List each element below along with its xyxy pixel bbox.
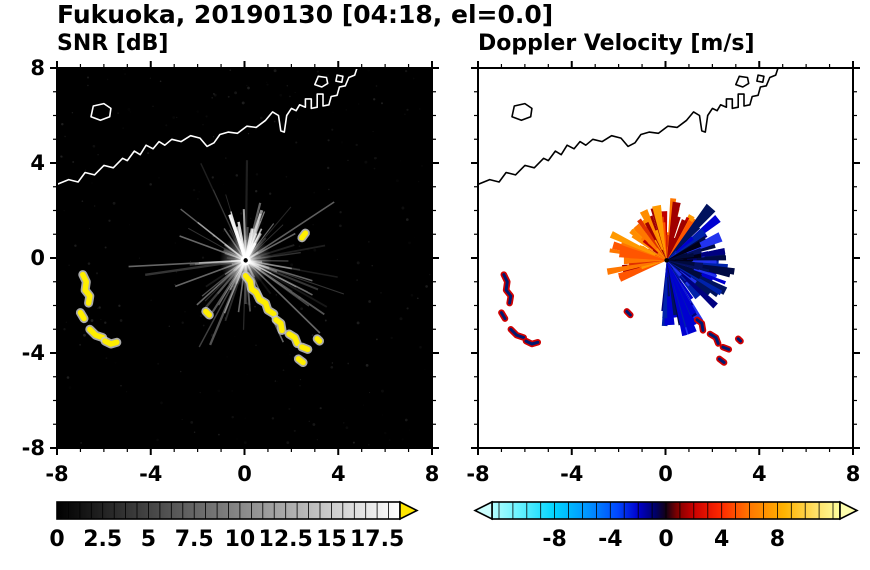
vel-xtick-label: 0	[658, 462, 673, 486]
vel-xtick-label: -4	[560, 462, 584, 486]
snr-xtick-label: -4	[139, 462, 163, 486]
vel-colorbar-label: -4	[598, 527, 623, 552]
snr-xtick-label: 0	[237, 462, 252, 486]
vel-xtick-label: 8	[845, 462, 861, 486]
vel-colorbar-label: -8	[542, 527, 567, 552]
vel-xtick-label: -8	[466, 462, 490, 486]
snr-panel-title: SNR [dB]	[57, 31, 169, 56]
snr-colorbar-label: 10	[224, 527, 256, 552]
snr-ytick-label: -8	[21, 436, 45, 460]
vel-colorbar-label: 4	[714, 527, 730, 552]
vel-xtick-label: 4	[751, 462, 767, 486]
vel-colorbar-label: 0	[658, 527, 674, 552]
velocity-panel-plot	[471, 61, 860, 455]
figure-title: Fukuoka, 20190130 [04:18, el=0.0]	[57, 0, 554, 29]
snr-ytick-label: -4	[21, 341, 45, 365]
snr-colorbar-label: 7.5	[174, 527, 214, 552]
snr-colorbar-label: 2.5	[83, 527, 123, 552]
snr-colorbar-label: 15	[316, 527, 347, 552]
snr-colorbar-label: 0	[49, 527, 65, 552]
snr-xtick-label: 4	[330, 462, 346, 486]
snr-colorbar-label: 17.5	[349, 527, 405, 552]
snr-xtick-label: -8	[45, 462, 69, 486]
velocity-colorbar	[473, 500, 859, 521]
snr-colorbar-label: 12.5	[258, 527, 313, 552]
snr-colorbar-label: 5	[140, 527, 157, 552]
vel-colorbar-label: 8	[769, 527, 786, 552]
snr-ytick-label: 0	[30, 246, 45, 270]
snr-ytick-label: 4	[30, 151, 45, 175]
snr-ytick-label: 8	[30, 56, 45, 80]
snr-colorbar	[56, 500, 419, 521]
velocity-panel-title: Doppler Velocity [m/s]	[478, 31, 755, 56]
snr-xtick-label: 8	[424, 462, 440, 486]
snr-panel-plot	[50, 61, 439, 455]
